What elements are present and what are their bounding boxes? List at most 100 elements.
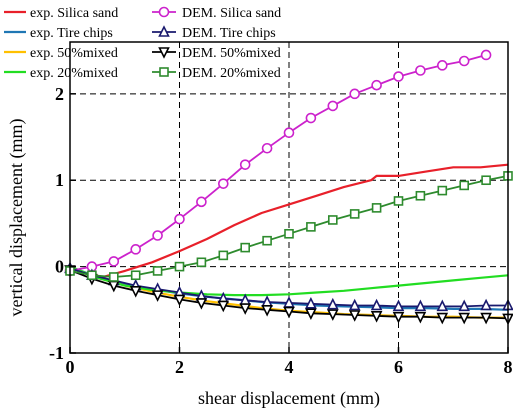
data-point [327, 215, 338, 225]
data-point [173, 294, 186, 307]
legend-label: DEM. 50%mixed [182, 46, 281, 61]
legend-label: exp. 50%mixed [30, 46, 118, 61]
data-point [261, 305, 273, 317]
data-point [305, 308, 317, 321]
y-tick-label: 2 [55, 84, 64, 104]
data-point [327, 309, 339, 321]
data-point [87, 270, 97, 281]
legend-item: exp. Tire chips [4, 26, 113, 41]
data-point [393, 196, 404, 206]
x-axis-label: shear displacement (mm) [198, 388, 380, 409]
legend-label: DEM. Tire chips [182, 26, 276, 41]
data-point [151, 290, 164, 302]
legend-marker [159, 67, 169, 77]
data-point [480, 298, 492, 311]
series-dem-50-mixed [64, 265, 513, 326]
data-point [130, 244, 141, 255]
data-point [305, 296, 317, 309]
legend-marker [158, 6, 170, 18]
legend-label: exp. Silica sand [30, 6, 118, 21]
data-point [129, 285, 142, 298]
data-point [196, 196, 207, 208]
data-point [349, 209, 360, 219]
legend-label: exp. Tire chips [30, 26, 113, 41]
series-line [69, 265, 509, 297]
data-point [371, 203, 382, 213]
data-point [414, 299, 427, 312]
data-point [458, 55, 470, 67]
data-point [436, 60, 448, 71]
legend: exp. Silica sand DEM. Silica sand exp. Tir… [4, 6, 281, 81]
data-point [458, 312, 470, 325]
data-point [392, 311, 405, 324]
series-exp-silica-sand [69, 163, 509, 279]
data-point [437, 185, 448, 196]
x-tick-label: 6 [394, 357, 403, 377]
data-point [152, 266, 163, 276]
legend-item: DEM. Tire chips [152, 25, 276, 41]
data-point [152, 230, 163, 241]
data-point [217, 300, 230, 313]
data-point [371, 79, 382, 91]
data-point [393, 71, 404, 82]
data-point [392, 299, 405, 312]
legend-marker [158, 25, 170, 37]
data-point [283, 127, 295, 139]
data-point [283, 306, 295, 319]
legend-item: DEM. Silica sand [152, 6, 281, 21]
x-tick-label: 2 [175, 357, 184, 377]
y-axis-label: vertical displacement (mm) [6, 119, 27, 317]
data-point [480, 49, 492, 61]
data-point [239, 159, 251, 170]
y-tick-label: -1 [49, 343, 64, 363]
legend-label: DEM. Silica sand [182, 6, 281, 21]
data-point [284, 228, 294, 239]
legend-item: exp. 20%mixed [4, 66, 118, 81]
series-line [69, 163, 509, 279]
data-point [414, 311, 427, 324]
data-point [195, 298, 208, 310]
data-point [262, 235, 272, 246]
series-line [69, 54, 487, 272]
data-point [130, 270, 141, 281]
data-point [109, 272, 119, 282]
x-tick-label: 0 [66, 357, 75, 377]
data-point [327, 100, 339, 112]
data-point [218, 250, 229, 261]
data-point [261, 142, 273, 154]
data-point [240, 242, 250, 253]
legend-label: exp. 20%mixed [30, 66, 118, 81]
data-point [459, 180, 470, 191]
tick-marks [69, 93, 509, 354]
data-point [239, 303, 251, 315]
series-dem-20-mixed [65, 171, 513, 282]
x-tick-label: 8 [504, 357, 513, 377]
data-point [415, 190, 426, 201]
data-point [349, 88, 361, 100]
data-point [108, 256, 120, 267]
data-point [348, 298, 361, 311]
data-point [480, 312, 492, 325]
data-point [306, 222, 316, 232]
x-tick-label: 4 [285, 357, 294, 377]
data-point [481, 175, 491, 186]
data-point [327, 297, 339, 310]
legend-item: exp. 50%mixed [4, 46, 118, 61]
series-dem-silica-sand [64, 49, 492, 277]
legend-label: DEM. 20%mixed [182, 66, 281, 81]
data-point [458, 299, 470, 312]
series-layer [64, 49, 513, 326]
data-point [436, 299, 449, 312]
y-tick-label: 0 [55, 257, 64, 277]
data-point [370, 311, 383, 323]
series-exp-20-mixed [69, 265, 509, 297]
y-tick-label: 1 [55, 170, 64, 190]
data-point [370, 298, 383, 311]
data-point [348, 310, 361, 322]
legend-item: DEM. 50%mixed [152, 46, 281, 61]
data-point [218, 178, 229, 189]
data-point [174, 261, 185, 272]
legend-item: exp. Silica sand [4, 6, 118, 21]
